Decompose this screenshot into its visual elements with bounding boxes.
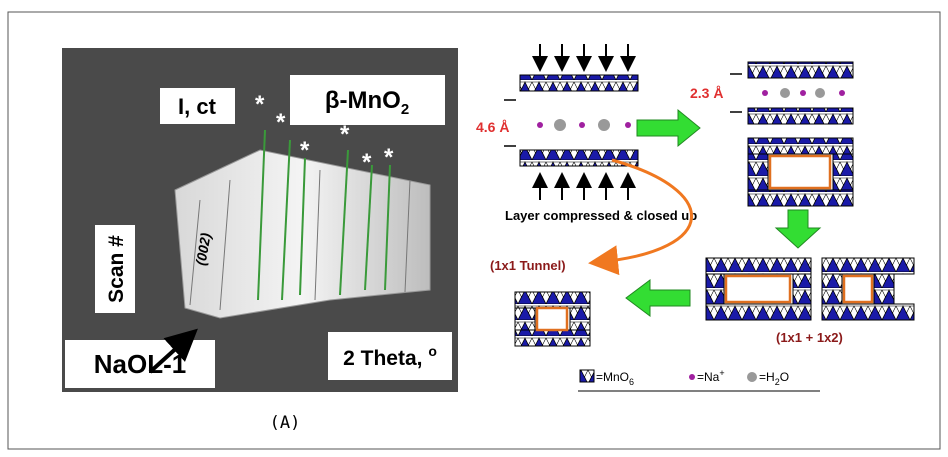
peak-marker: * bbox=[362, 149, 372, 176]
phase-text: β-MnO bbox=[325, 87, 401, 114]
process-label: Layer compressed & closed up bbox=[505, 208, 697, 223]
peak-marker: * bbox=[300, 137, 310, 164]
x-label: 2 Theta, o bbox=[343, 343, 437, 370]
legend-entry: =Na+ bbox=[697, 368, 725, 384]
intensity-label: I, ct bbox=[178, 94, 217, 119]
legend-subscript: 6 bbox=[629, 377, 634, 387]
arrow-left bbox=[626, 280, 690, 316]
phase-label: β-MnO2 bbox=[325, 87, 409, 118]
compress-arrows bbox=[540, 44, 628, 200]
spacing-initial: 4.6 Å bbox=[476, 119, 509, 135]
x-label-superscript: o bbox=[428, 343, 437, 359]
phase-subscript: 2 bbox=[401, 101, 409, 118]
arrow-down bbox=[776, 210, 820, 248]
caption: (A) bbox=[270, 413, 301, 433]
spacing-final: 2.3 Å bbox=[690, 85, 723, 101]
figure: * * * * * * I, ct β-MnO2 Scan # (002) Na… bbox=[0, 0, 948, 457]
legend-text: =MnO bbox=[596, 370, 629, 384]
legend-superscript: + bbox=[719, 368, 724, 378]
legend: =MnO6 =Na+ =H2O bbox=[578, 368, 820, 391]
peak-marker: * bbox=[340, 121, 350, 148]
legend-suffix: O bbox=[780, 370, 789, 384]
peak-marker: * bbox=[276, 109, 286, 136]
peak-marker: * bbox=[255, 91, 265, 118]
arrow-right bbox=[637, 110, 700, 146]
legend-text: =H bbox=[759, 370, 775, 384]
peak-marker: * bbox=[384, 144, 394, 171]
x-label-text: 2 Theta, bbox=[343, 347, 428, 370]
legend-entry: =H2O bbox=[759, 370, 789, 387]
legend-text: =Na bbox=[697, 370, 720, 384]
scan-label: Scan # bbox=[105, 235, 128, 303]
mixed-label: (1x1 + 1x2) bbox=[776, 330, 843, 345]
legend-entry: =MnO6 bbox=[596, 370, 634, 387]
tunnel-label: (1x1 Tunnel) bbox=[490, 258, 566, 273]
tunnel-structures bbox=[515, 138, 914, 346]
